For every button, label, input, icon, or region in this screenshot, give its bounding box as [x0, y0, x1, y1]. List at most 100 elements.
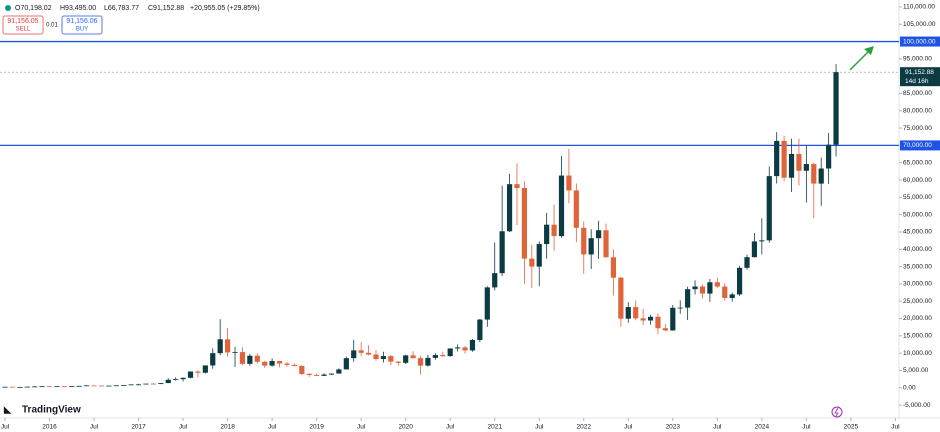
candle-body — [128, 384, 134, 386]
candle-body — [581, 227, 587, 255]
candle-body — [736, 267, 743, 295]
brand-logo-mark: ◣ — [3, 404, 12, 414]
brand-name: TradingView — [22, 405, 81, 416]
candle-body — [625, 307, 631, 319]
candle-body — [655, 316, 661, 329]
x-tick-label: 2016 — [42, 424, 57, 431]
candle-body — [662, 328, 668, 331]
x-tick-label: Jul — [624, 424, 633, 431]
sell-label: SELL — [16, 27, 31, 33]
candle-body — [403, 355, 409, 363]
candle-body — [328, 373, 335, 375]
sell-button[interactable] — [2, 15, 44, 35]
horizontal-line-label: 100,000.00 — [903, 38, 936, 45]
spread: 0.01 — [46, 23, 58, 29]
x-tick-label: 2024 — [755, 424, 770, 431]
candle-body — [388, 356, 394, 362]
candle-body — [262, 361, 268, 366]
candle-body — [254, 355, 260, 362]
horizontal-line-tag — [900, 36, 940, 47]
candle-body — [477, 319, 483, 340]
candle-body — [284, 363, 290, 365]
candle-body — [269, 361, 275, 366]
candle-body — [692, 286, 698, 290]
candle-body — [566, 175, 572, 191]
candle-body — [521, 187, 527, 259]
candle-body — [833, 72, 839, 145]
candle-body — [17, 386, 23, 388]
candle-body — [455, 347, 461, 349]
candle-body — [677, 307, 683, 309]
candle-body — [432, 355, 438, 358]
x-tick-label: Jul — [90, 424, 99, 431]
candle-body — [610, 257, 617, 278]
horizontal-line-tag — [900, 140, 940, 151]
candle-body — [76, 385, 82, 387]
x-tick-label: Jul — [446, 424, 455, 431]
candle-body — [729, 294, 735, 298]
candle-body — [699, 286, 706, 294]
status-dot — [5, 5, 11, 11]
y-tick-label: 30,000.00 — [903, 281, 932, 288]
countdown-label: 14d 16h — [905, 78, 929, 85]
candle-body — [217, 339, 223, 354]
candle-body — [596, 230, 602, 239]
candle-body — [759, 240, 765, 242]
candle-body — [766, 176, 772, 241]
y-tick-label: 35,000.00 — [903, 263, 932, 270]
candle-body — [410, 355, 416, 359]
y-tick-label: 40,000.00 — [903, 246, 932, 253]
y-tick-label: 95,000.00 — [903, 56, 932, 63]
candle-body — [796, 153, 802, 171]
x-tick-label: 2021 — [487, 424, 502, 431]
candle-body — [536, 244, 542, 267]
ohlc-low: L66,783.77 — [104, 5, 139, 12]
candle-body — [751, 241, 758, 258]
candle-body — [365, 352, 372, 355]
candle-body — [336, 369, 342, 374]
candle-body — [54, 386, 60, 388]
candle-body — [291, 364, 297, 366]
x-tick-label: Jul — [357, 424, 366, 431]
candle-body — [299, 365, 305, 374]
y-tick-label: 5,000.00 — [903, 367, 929, 374]
candle-body — [774, 140, 780, 177]
y-tick-label: 15,000.00 — [903, 333, 932, 340]
ohlc-open: O70,198.02 — [15, 5, 52, 12]
candle-body — [380, 356, 387, 360]
candle-body — [551, 224, 557, 237]
candle-body — [558, 175, 565, 237]
horizontal-line-label: 70,000.00 — [903, 142, 932, 149]
x-tick-label: Jul — [802, 424, 811, 431]
x-tick-label: Jul — [268, 424, 277, 431]
event-bolt — [834, 407, 839, 417]
x-tick-label: 2018 — [220, 424, 235, 431]
candle-body — [321, 374, 327, 376]
candle-body — [46, 386, 53, 388]
ohlc-close: C91,152.88 — [148, 5, 184, 12]
y-tick-label: 80,000.00 — [903, 108, 932, 115]
candle-body — [2, 386, 8, 388]
candle-body — [150, 383, 156, 385]
candle-body — [395, 361, 401, 363]
candle-body — [343, 358, 349, 370]
candle-body — [276, 361, 283, 364]
candle-body — [722, 286, 728, 298]
x-tick-label: 2020 — [398, 424, 413, 431]
candle-body — [462, 347, 468, 351]
candle-body — [811, 164, 817, 184]
candle-body — [187, 371, 194, 378]
price-tag — [900, 67, 940, 87]
buy-button[interactable] — [61, 15, 103, 35]
candle-body — [61, 386, 67, 388]
event-icon[interactable] — [831, 406, 843, 418]
candle-body — [788, 153, 795, 178]
x-tick-label: Jul — [179, 424, 188, 431]
candle-body — [225, 339, 231, 353]
candle-body — [484, 287, 490, 320]
candle-body — [544, 224, 550, 245]
y-tick-label: 75,000.00 — [903, 125, 932, 132]
candle-body — [195, 371, 201, 373]
x-tick-label: Jul — [1, 424, 10, 431]
ohlc-high: H93,495.00 — [60, 5, 96, 12]
